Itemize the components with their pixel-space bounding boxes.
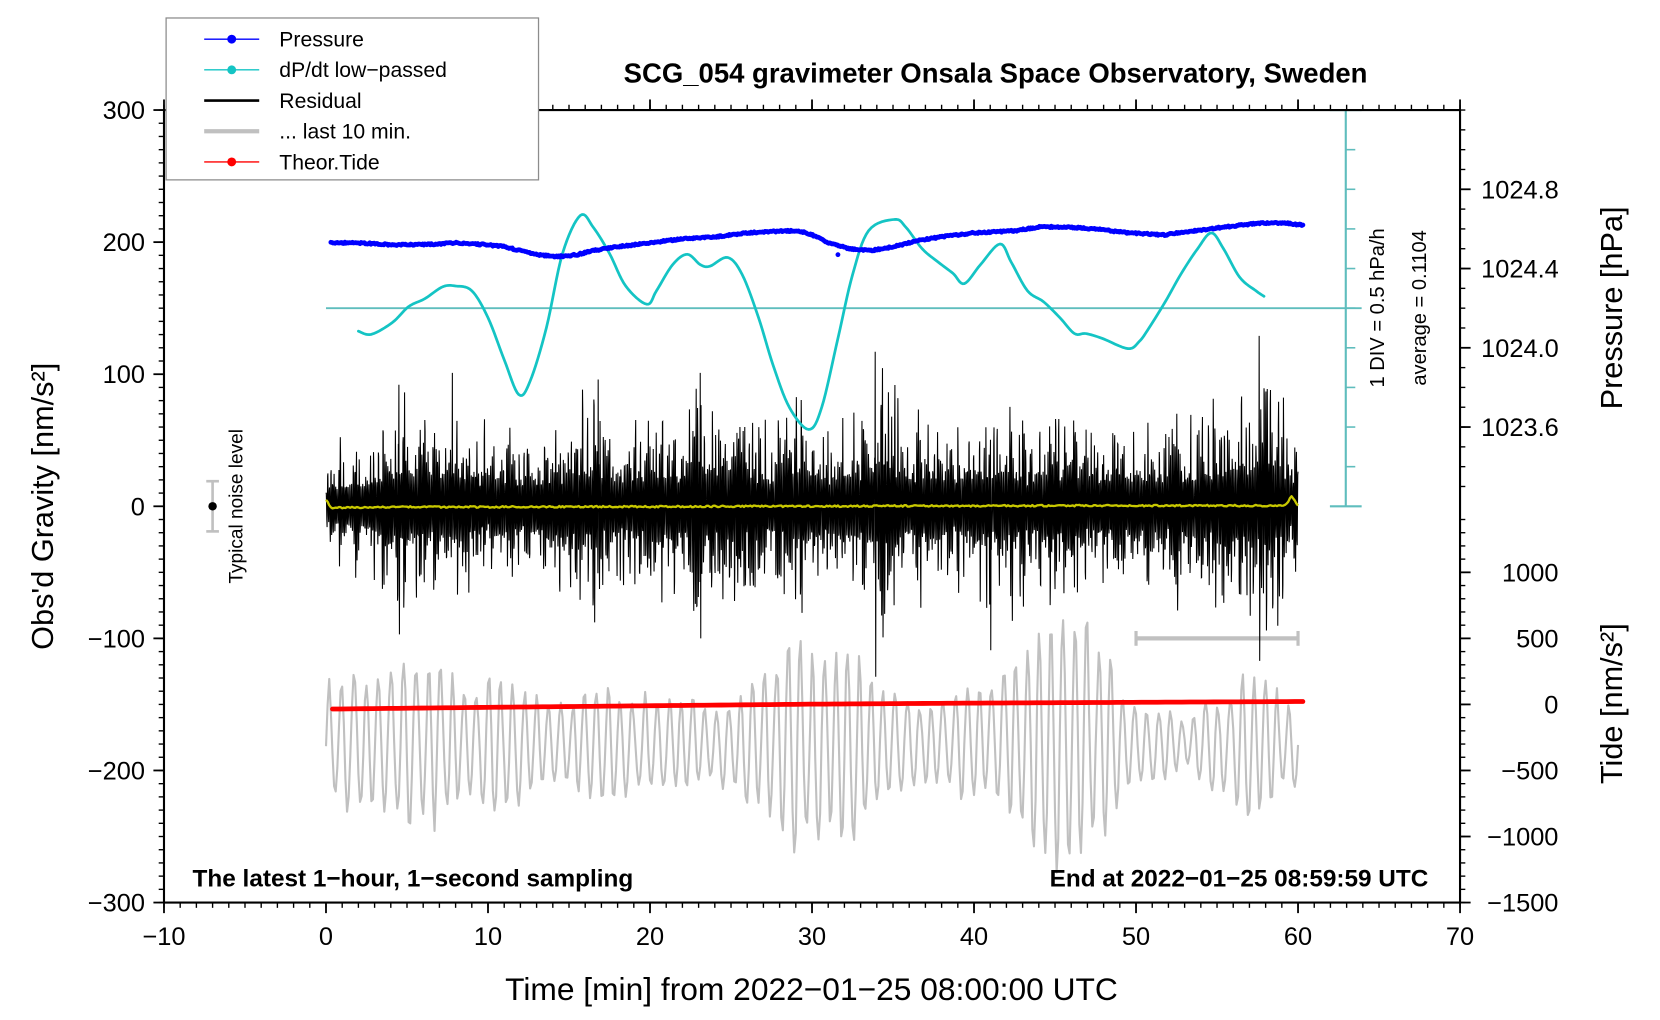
- y-tick-label: 100: [103, 361, 145, 389]
- y-tick-label: −300: [88, 890, 145, 918]
- legend-item: Residual: [204, 90, 362, 113]
- pressure-tick-label: 1024.8: [1481, 176, 1559, 204]
- noise-level-dot: [208, 502, 217, 511]
- legend-marker-dot: [227, 157, 237, 167]
- plot-annotations: [206, 108, 1362, 533]
- pressure-axis-title: Pressure [hPa]: [1594, 206, 1629, 409]
- theoretical-tide-trace: [330, 699, 1306, 712]
- y-axis-title: Obs'd Gravity [nm/s²]: [25, 363, 60, 650]
- dpdt-trace: [357, 213, 1266, 431]
- tide-tick-label: −1000: [1487, 824, 1558, 852]
- tide-axis-title: Tide [nm/s²]: [1594, 623, 1629, 784]
- legend-item: dP/dt low−passed: [204, 59, 447, 82]
- legend-label: Theor.Tide: [279, 151, 379, 174]
- legend-label: dP/dt low−passed: [279, 59, 447, 82]
- y-tick-label: 0: [131, 493, 145, 521]
- legend-label: Pressure: [279, 29, 364, 52]
- legend-marker-dot: [227, 65, 237, 75]
- legend-label: ... last 10 min.: [279, 121, 411, 144]
- x-tick-label: 50: [1122, 923, 1150, 951]
- pressure-outlier-point: [835, 252, 841, 258]
- legend-item: Pressure: [204, 29, 364, 52]
- pressure-trace: [328, 219, 1306, 260]
- legend-label: Residual: [279, 90, 361, 113]
- x-tick-label: 30: [798, 923, 826, 951]
- y-tick-label: −200: [88, 757, 145, 785]
- legend-box: [165, 17, 540, 181]
- legend-marker-dot: [227, 34, 237, 44]
- plot-traces: [324, 213, 1362, 874]
- x-tick-label: 10: [474, 923, 502, 951]
- chart-title: SCG_054 gravimeter Onsala Space Observat…: [624, 58, 1368, 89]
- tide-tick-label: 0: [1544, 691, 1558, 719]
- y-tick-label: −100: [88, 625, 145, 653]
- tide-tick-label: −1500: [1487, 890, 1558, 918]
- plot-axes: −10 0 10 20 30 40 50 60 70−300−200−1000100200300…: [88, 97, 1559, 951]
- legend-item: ... last 10 min.: [204, 121, 411, 144]
- x-tick-label: 40: [960, 923, 988, 951]
- dpdt-division-label: 1 DIV = 0.5 hPa/h: [1367, 228, 1389, 387]
- dpdt-average-label: average = 0.1104: [1409, 230, 1431, 385]
- last-10-min-trace: [324, 619, 1300, 874]
- tide-tick-label: 500: [1516, 625, 1558, 653]
- x-tick-label: 70: [1446, 923, 1474, 951]
- residual-trace: [325, 335, 1299, 677]
- legend: Pressure dP/dt low−passed Residual ... last…: [165, 17, 540, 181]
- y-tick-label: 300: [103, 97, 145, 125]
- legend-item: Theor.Tide: [204, 151, 380, 174]
- footer-end-time: End at 2022−01−25 08:59:59 UTC: [1050, 866, 1429, 893]
- pressure-tick-label: 1023.6: [1481, 414, 1559, 442]
- x-tick-label: 20: [636, 923, 664, 951]
- pressure-tick-label: 1024.0: [1481, 335, 1559, 363]
- noise-level-label: Typical noise level: [226, 429, 247, 583]
- y-tick-label: 200: [103, 229, 145, 257]
- residual-lowpass-trace: [325, 495, 1299, 510]
- tide-tick-label: −500: [1501, 757, 1558, 785]
- x-tick-label: 60: [1284, 923, 1312, 951]
- footer-sampling-note: The latest 1−hour, 1−second sampling: [193, 866, 634, 893]
- pressure-tick-label: 1024.4: [1481, 256, 1559, 284]
- x-axis-title: Time [min] from 2022−01−25 08:00:00 UTC: [505, 971, 1118, 1007]
- x-tick-label: −10: [142, 923, 185, 951]
- tide-tick-label: 1000: [1502, 559, 1558, 587]
- x-tick-label: 0: [319, 923, 333, 951]
